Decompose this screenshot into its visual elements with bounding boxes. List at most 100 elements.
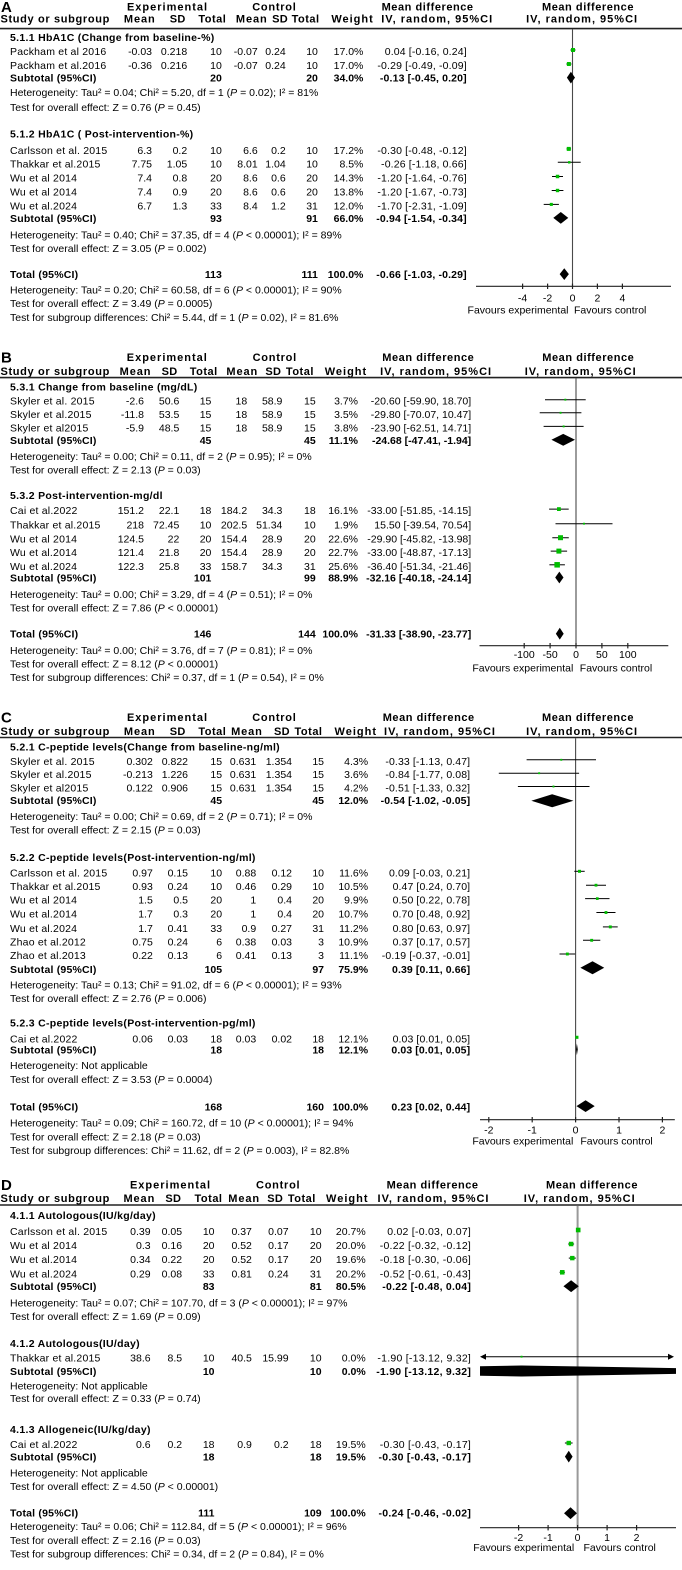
- svg-text:-2: -2: [514, 1532, 523, 1544]
- svg-text:6.6: 6.6: [243, 145, 258, 157]
- svg-text:50.6: 50.6: [159, 396, 180, 408]
- svg-text:34.0%: 34.0%: [334, 73, 364, 85]
- svg-text:50: 50: [596, 649, 608, 661]
- svg-text:33: 33: [210, 923, 222, 935]
- svg-text:4.3%: 4.3%: [344, 756, 368, 768]
- svg-text:-0.03: -0.03: [128, 46, 152, 58]
- svg-text:5.1.2 HbA1C ( Post-interventio: 5.1.2 HbA1C ( Post-intervention-%): [10, 128, 193, 140]
- svg-text:105: 105: [205, 964, 223, 976]
- svg-text:Favours control: Favours control: [574, 305, 646, 317]
- svg-text:0.4: 0.4: [277, 895, 292, 907]
- svg-text:Wu et al.2014: Wu et al.2014: [10, 909, 77, 921]
- svg-text:IV, random, 95%CI: IV, random, 95%CI: [526, 14, 638, 26]
- svg-text:Total: Total: [198, 726, 226, 738]
- svg-text:0.9: 0.9: [237, 1439, 252, 1451]
- svg-text:0.04 [-0.16, 0.24]: 0.04 [-0.16, 0.24]: [385, 46, 467, 58]
- svg-text:20: 20: [210, 909, 222, 921]
- svg-text:3: 3: [318, 936, 324, 948]
- svg-text:10: 10: [306, 46, 318, 58]
- svg-text:21.8: 21.8: [159, 547, 180, 559]
- svg-text:20: 20: [203, 1254, 215, 1266]
- svg-text:Control: Control: [253, 352, 297, 364]
- svg-text:1.5: 1.5: [138, 895, 153, 907]
- svg-text:0.9: 0.9: [242, 923, 257, 935]
- svg-text:1.354: 1.354: [266, 756, 292, 768]
- svg-text:Heterogeneity: Tau² = 0.06; Ch: Heterogeneity: Tau² = 0.06; Chi² = 112.8…: [10, 1521, 347, 1533]
- svg-text:Cai et al.2022: Cai et al.2022: [10, 1033, 78, 1045]
- svg-text:83: 83: [203, 1281, 215, 1293]
- svg-text:Heterogeneity: Tau² = 0.04; Ch: Heterogeneity: Tau² = 0.04; Chi² = 5.20,…: [10, 87, 318, 99]
- svg-text:4.1.3 Allogeneic(IU/kg/day): 4.1.3 Allogeneic(IU/kg/day): [10, 1424, 151, 1436]
- svg-text:0.29: 0.29: [130, 1268, 151, 1280]
- svg-text:-0.19 [-0.37, -0.01]: -0.19 [-0.37, -0.01]: [382, 950, 470, 962]
- svg-text:0.3: 0.3: [136, 1240, 151, 1252]
- svg-text:45: 45: [312, 795, 324, 807]
- svg-text:Subtotal (95%CI): Subtotal (95%CI): [10, 573, 97, 585]
- svg-text:Skyler et al.2015: Skyler et al.2015: [10, 769, 92, 781]
- svg-text:10: 10: [203, 1226, 215, 1238]
- svg-text:Heterogeneity: Tau² = 0.09; Ch: Heterogeneity: Tau² = 0.09; Chi² = 160.7…: [10, 1118, 353, 1130]
- svg-text:1: 1: [250, 895, 256, 907]
- svg-text:0.70 [0.48, 0.92]: 0.70 [0.48, 0.92]: [393, 909, 471, 921]
- svg-text:0.81: 0.81: [231, 1268, 252, 1280]
- svg-text:Mean: Mean: [123, 1193, 155, 1205]
- svg-text:0.216: 0.216: [161, 60, 187, 72]
- svg-text:48.5: 48.5: [159, 422, 180, 434]
- svg-text:Favours experimental: Favours experimental: [472, 663, 573, 675]
- svg-text:13.8%: 13.8%: [334, 187, 364, 199]
- svg-text:6.7: 6.7: [137, 200, 152, 212]
- svg-text:100.0%: 100.0%: [328, 269, 364, 281]
- svg-text:Mean difference: Mean difference: [383, 712, 475, 724]
- svg-text:SD: SD: [267, 1193, 283, 1205]
- svg-text:10: 10: [306, 145, 318, 157]
- svg-text:8.6: 8.6: [243, 173, 258, 185]
- svg-text:5.3.2 Post-intervention-mg/dl: 5.3.2 Post-intervention-mg/dl: [10, 490, 163, 502]
- svg-text:15: 15: [304, 409, 316, 421]
- svg-text:Subtotal (95%CI): Subtotal (95%CI): [10, 964, 97, 976]
- svg-text:0.631: 0.631: [230, 783, 256, 795]
- svg-text:Heterogeneity: Tau² = 0.07; Ch: Heterogeneity: Tau² = 0.07; Chi² = 107.7…: [10, 1297, 348, 1309]
- svg-text:109: 109: [304, 1508, 322, 1520]
- svg-text:-1.20 [-1.67, -0.73]: -1.20 [-1.67, -0.73]: [377, 187, 466, 199]
- svg-text:33: 33: [203, 1268, 215, 1280]
- svg-text:-31.33 [-38.90, -23.77]: -31.33 [-38.90, -23.77]: [366, 629, 471, 641]
- svg-text:8.4: 8.4: [243, 200, 258, 212]
- svg-text:0.09 [-0.03, 0.21]: 0.09 [-0.03, 0.21]: [389, 867, 470, 879]
- svg-text:111: 111: [302, 269, 319, 281]
- svg-text:91: 91: [306, 213, 318, 225]
- svg-text:18: 18: [200, 505, 212, 517]
- svg-text:Subtotal (95%CI): Subtotal (95%CI): [10, 1281, 97, 1293]
- svg-text:Test for overall effect: Z = 8: Test for overall effect: Z = 8.12 (P < 0…: [10, 658, 218, 670]
- svg-text:17.0%: 17.0%: [334, 46, 364, 58]
- svg-text:Test for subgroup differences:: Test for subgroup differences: Chi² = 0.…: [10, 672, 324, 684]
- svg-text:Subtotal (95%CI): Subtotal (95%CI): [10, 1366, 97, 1378]
- svg-text:Test for overall effect: Z = 3: Test for overall effect: Z = 3.49 (P = 0…: [10, 298, 212, 310]
- svg-text:-0.26 [-1.18, 0.66]: -0.26 [-1.18, 0.66]: [381, 158, 467, 170]
- svg-text:-1: -1: [543, 1532, 552, 1544]
- svg-text:15: 15: [200, 396, 212, 408]
- svg-text:1: 1: [616, 1125, 622, 1137]
- svg-text:1.354: 1.354: [266, 783, 292, 795]
- svg-text:5.1.1 HbA1C (Change from basel: 5.1.1 HbA1C (Change from baseline-%): [10, 32, 215, 44]
- svg-text:100: 100: [619, 649, 637, 661]
- svg-text:Subtotal (95%CI): Subtotal (95%CI): [10, 213, 97, 225]
- svg-text:151.2: 151.2: [118, 505, 144, 517]
- svg-text:-1: -1: [528, 1125, 537, 1137]
- svg-text:11.6%: 11.6%: [339, 867, 368, 879]
- svg-text:Experimental: Experimental: [127, 2, 208, 14]
- svg-text:Test for overall effect: Z = 4: Test for overall effect: Z = 4.50 (P < 0…: [10, 1481, 218, 1493]
- svg-text:0.24: 0.24: [168, 936, 189, 948]
- svg-text:18: 18: [236, 422, 248, 434]
- svg-text:20: 20: [306, 173, 318, 185]
- svg-text:Experimental: Experimental: [127, 352, 208, 364]
- svg-text:1.05: 1.05: [167, 158, 188, 170]
- svg-text:10.5%: 10.5%: [338, 881, 368, 893]
- svg-text:0.3: 0.3: [173, 909, 188, 921]
- svg-text:0: 0: [575, 1532, 581, 1544]
- svg-text:10: 10: [210, 145, 222, 157]
- svg-text:1.354: 1.354: [266, 769, 292, 781]
- svg-text:-0.30 [-0.43, -0.17]: -0.30 [-0.43, -0.17]: [380, 1439, 471, 1451]
- svg-text:Skyler et al2015: Skyler et al2015: [10, 783, 89, 795]
- svg-text:Favours control: Favours control: [580, 1136, 652, 1148]
- svg-text:2: 2: [594, 293, 600, 305]
